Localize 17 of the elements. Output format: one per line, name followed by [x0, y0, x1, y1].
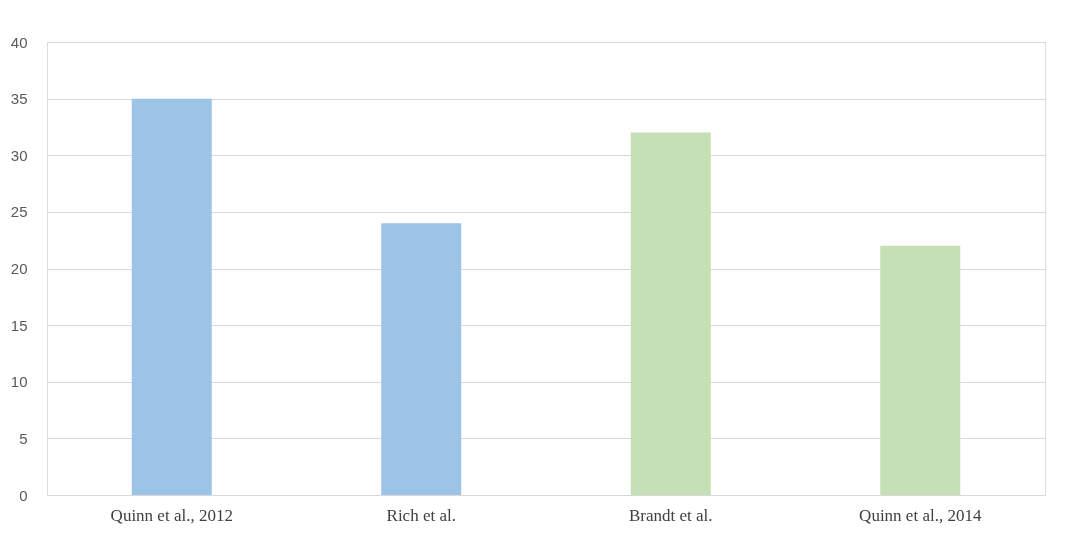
y-tick-label: 30	[10, 146, 28, 164]
x-tick-label: Quinn et al., 2014	[859, 505, 982, 525]
bar	[381, 223, 462, 495]
y-tick-label: 25	[10, 203, 28, 221]
bar	[131, 98, 212, 495]
x-tick-label: Rich et al.	[386, 505, 456, 525]
bar	[630, 132, 711, 495]
y-tick-label: 0	[19, 486, 28, 504]
y-tick-label: 40	[10, 33, 28, 51]
x-tick-label: Brandt et al.	[628, 505, 713, 525]
y-tick-label: 15	[10, 316, 28, 334]
x-tick-label: Quinn et al., 2012	[110, 505, 233, 525]
y-tick-label: 10	[10, 373, 28, 391]
bar	[880, 245, 961, 495]
y-tick-label: 35	[10, 90, 28, 108]
y-tick-label: 5	[19, 429, 28, 447]
y-tick-label: 20	[10, 260, 28, 277]
